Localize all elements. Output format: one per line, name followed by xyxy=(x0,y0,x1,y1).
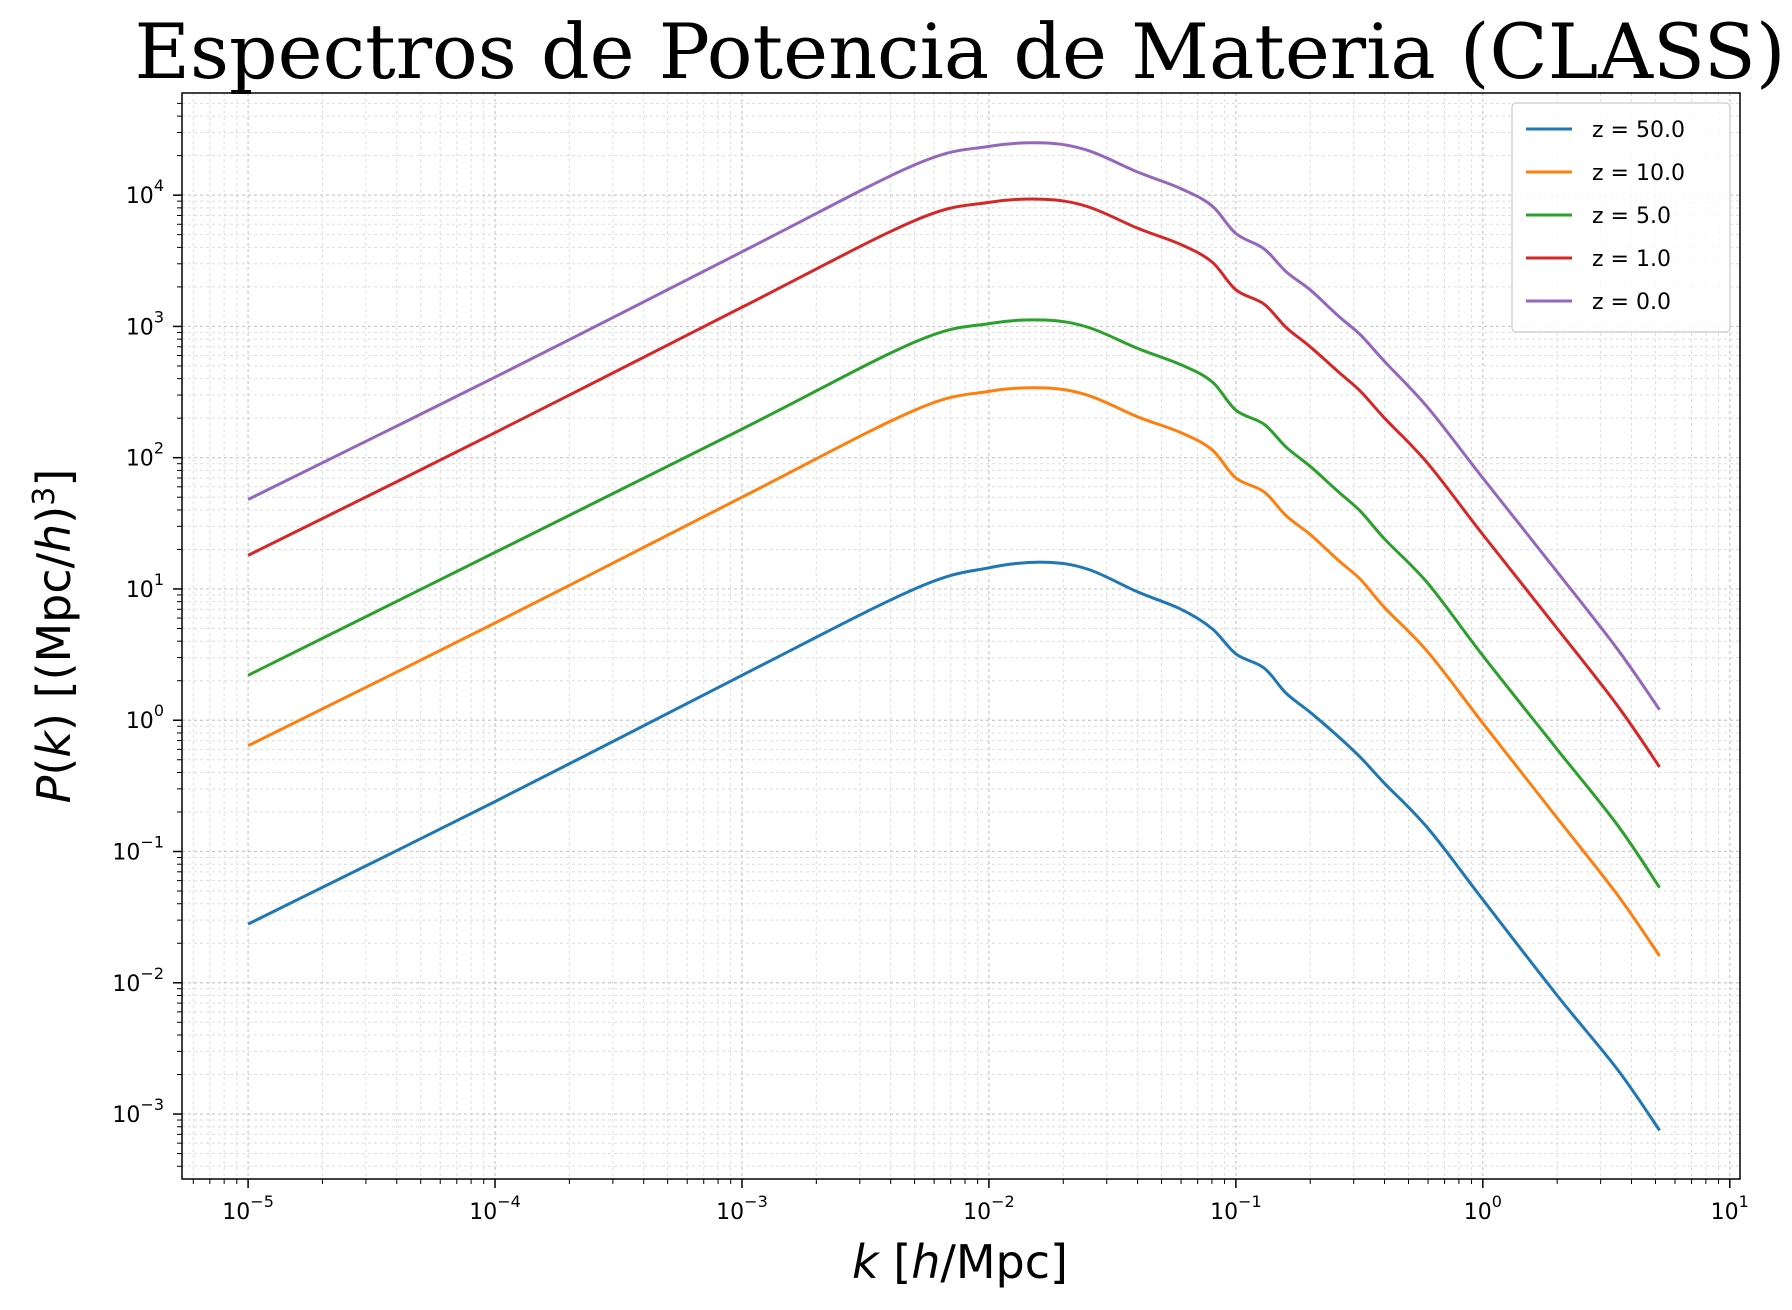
x-axis-label: k [h/Mpc] xyxy=(852,1235,1068,1289)
y-tick-label: 103 xyxy=(126,307,164,340)
chart-title: Espectros de Potencia de Materia (CLASS) xyxy=(135,7,1786,96)
y-tick-label: 10−2 xyxy=(112,964,164,997)
y-axis-label: P(k) [(Mpc/h)3] xyxy=(27,469,81,804)
legend-label: z = 1.0 xyxy=(1592,247,1671,272)
series-line-3 xyxy=(247,197,1661,768)
x-tick-label: 10−5 xyxy=(222,1192,274,1225)
y-tick-label: 10−1 xyxy=(112,833,164,866)
x-tick-label: 10−4 xyxy=(469,1192,521,1225)
x-tick-label: 10−1 xyxy=(1210,1192,1262,1225)
series-line-2 xyxy=(247,318,1661,889)
legend-label: z = 50.0 xyxy=(1592,118,1685,143)
legend-label: z = 10.0 xyxy=(1592,161,1685,186)
y-axis: 10−3 10−2 10−1 100 101 102 103 104 xyxy=(112,102,182,1167)
legend-box xyxy=(1511,102,1731,333)
x-tick-label: 101 xyxy=(1711,1192,1749,1225)
series-line-4 xyxy=(247,141,1661,711)
y-tick-label: 104 xyxy=(126,176,164,209)
series-line-1 xyxy=(247,386,1661,957)
plot-frame xyxy=(181,92,1741,1180)
x-tick-label: 10−3 xyxy=(716,1192,768,1225)
y-tick-label: 10−3 xyxy=(112,1095,164,1128)
x-axis: 10−5 10−4 10−3 10−2 10−1 100 101 xyxy=(192,1179,1749,1225)
x-tick-label: 10−2 xyxy=(963,1192,1015,1225)
y-tick-label: 101 xyxy=(126,570,164,603)
series-lines xyxy=(247,141,1661,1132)
legend-label: z = 5.0 xyxy=(1592,204,1671,229)
series-line-0 xyxy=(247,560,1661,1132)
y-tick-label: 100 xyxy=(126,701,164,734)
x-tick-label: 100 xyxy=(1464,1192,1502,1225)
legend-label: z = 0.0 xyxy=(1592,290,1671,315)
grid xyxy=(182,93,1740,1179)
y-tick-label: 102 xyxy=(126,439,164,472)
legend: z = 50.0 z = 10.0 z = 5.0 z = 1.0 z = 0.0 xyxy=(1511,102,1731,333)
